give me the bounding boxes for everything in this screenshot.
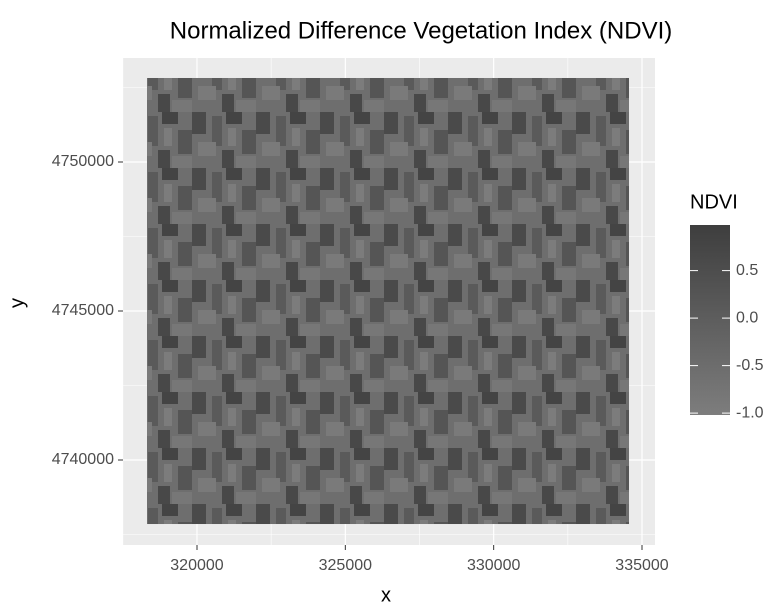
colorbar-label: 0.0 bbox=[736, 309, 758, 326]
y-tick-label: 4750000 bbox=[52, 153, 114, 170]
colorbar-label: 0.5 bbox=[736, 262, 758, 279]
x-tick-label: 335000 bbox=[615, 557, 668, 574]
chart-title: Normalized Difference Vegetation Index (… bbox=[170, 17, 672, 44]
y-axis-label: y bbox=[6, 298, 28, 308]
y-tick-label: 4740000 bbox=[52, 451, 114, 468]
colorbar-label: -1.0 bbox=[736, 404, 764, 421]
chart: Normalized Difference Vegetation Index (… bbox=[0, 0, 776, 605]
raster bbox=[147, 78, 629, 524]
x-axis-label: x bbox=[381, 584, 391, 605]
x-tick-label: 325000 bbox=[319, 557, 372, 574]
x-tick-label: 330000 bbox=[467, 557, 520, 574]
y-tick-label: 4745000 bbox=[52, 302, 114, 319]
legend-title: NDVI bbox=[690, 191, 738, 213]
x-tick-label: 320000 bbox=[170, 557, 223, 574]
colorbar-label: -0.5 bbox=[736, 357, 764, 374]
colorbar bbox=[690, 225, 730, 415]
